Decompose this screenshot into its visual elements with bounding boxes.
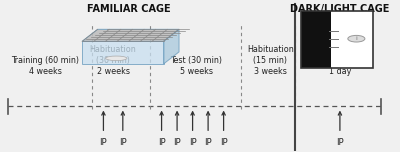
Polygon shape (164, 29, 179, 64)
Text: IP: IP (173, 138, 181, 147)
Text: Habituation
(15 min)
3 weeks: Habituation (15 min) 3 weeks (247, 45, 294, 76)
Polygon shape (82, 41, 164, 64)
Polygon shape (82, 29, 179, 41)
Bar (331, 11, 373, 68)
Bar (301, 11, 373, 68)
Text: IP: IP (158, 138, 165, 147)
Text: IP: IP (189, 138, 196, 147)
Text: IP: IP (119, 138, 127, 147)
Text: IP: IP (100, 138, 107, 147)
Bar (301, 11, 331, 68)
Text: Training (60 min)
4 weeks: Training (60 min) 4 weeks (11, 56, 79, 76)
Text: IP: IP (204, 138, 212, 147)
Text: Test (30 min)
5 weeks: Test (30 min) 5 weeks (170, 56, 222, 76)
Text: DARK/LIGHT CAGE: DARK/LIGHT CAGE (290, 4, 390, 14)
Ellipse shape (106, 56, 127, 60)
Text: FAMILIAR CAGE: FAMILIAR CAGE (87, 4, 170, 14)
Text: IP: IP (336, 138, 344, 147)
Text: Test (15 min)
1 day: Test (15 min) 1 day (314, 56, 366, 76)
Text: i: i (356, 36, 357, 41)
Text: IP: IP (220, 138, 228, 147)
Text: Habituation
(30 min)
2 weeks: Habituation (30 min) 2 weeks (90, 45, 136, 76)
Circle shape (348, 35, 365, 42)
